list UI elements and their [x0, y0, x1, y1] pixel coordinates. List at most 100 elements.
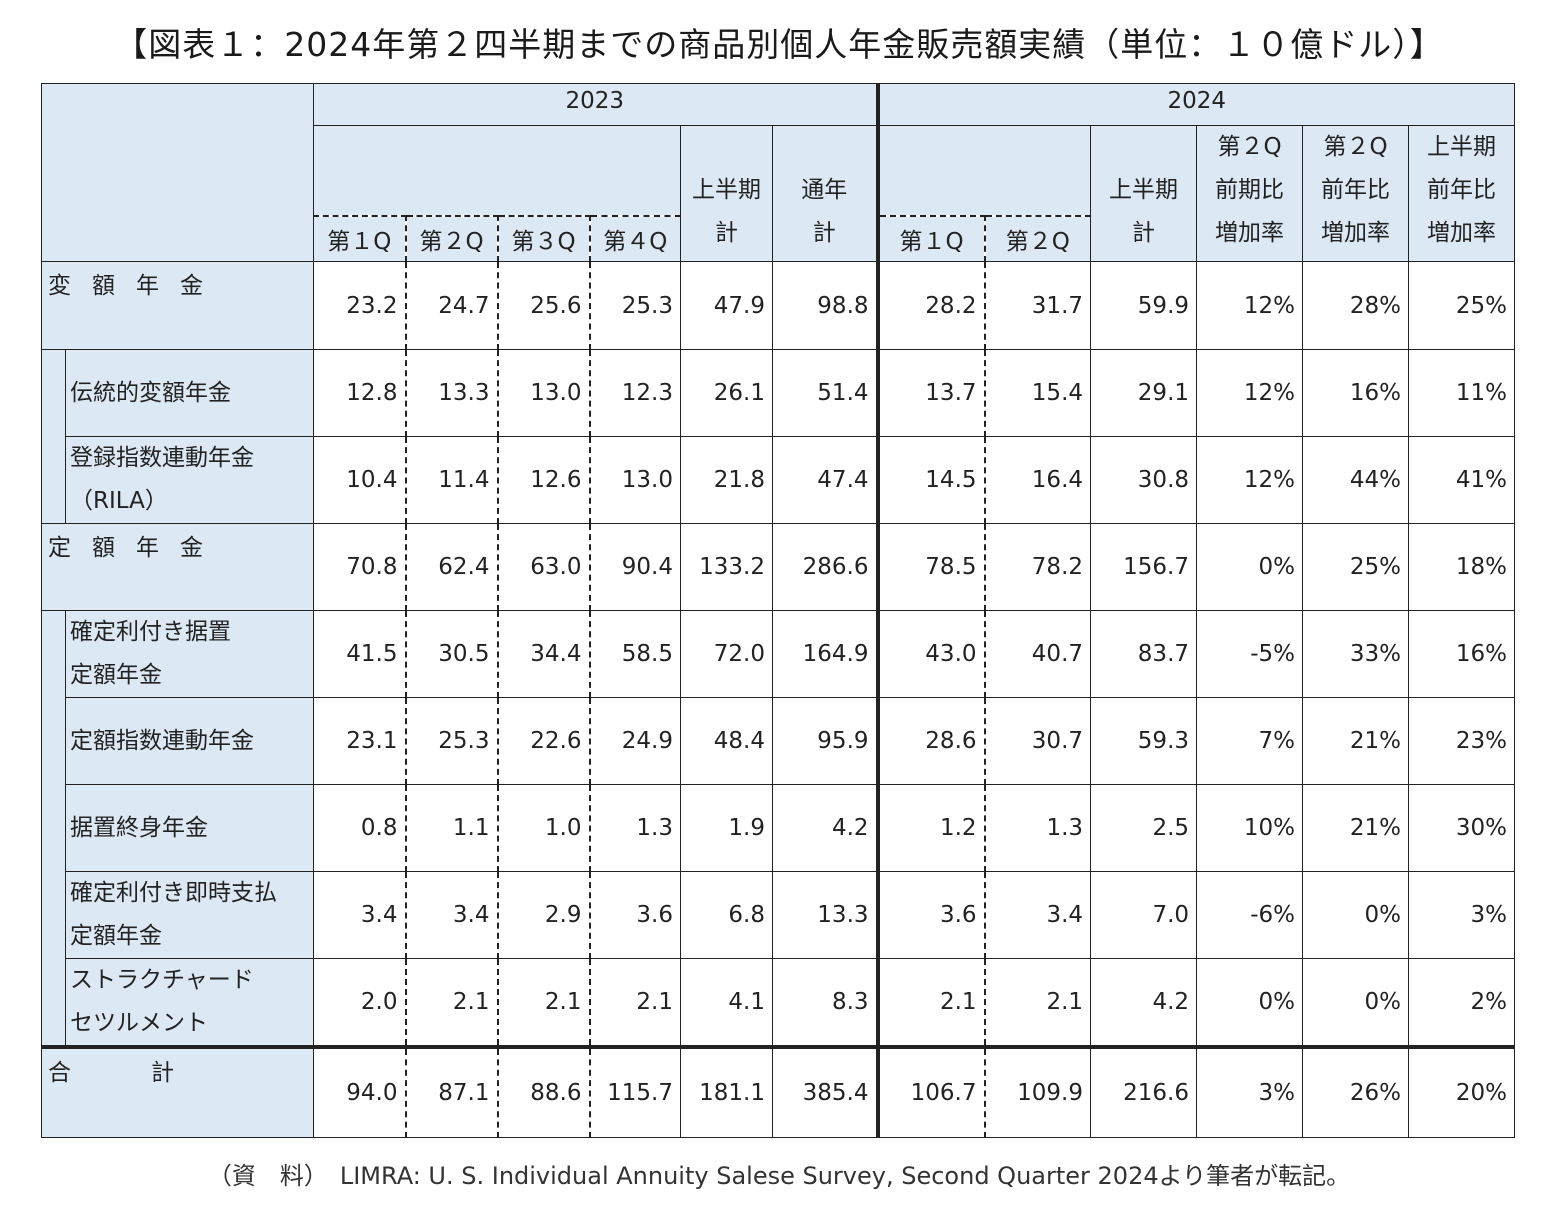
year-2024-header: 2024	[875, 83, 1516, 126]
table-cell: 2.1	[875, 958, 986, 1048]
row-label: 変額年金	[41, 261, 314, 350]
table-cell: 16%	[1302, 349, 1410, 437]
table-row: 定額年金 70.8 62.4 63.0 90.4 133.2 286.6 78.…	[41, 523, 1516, 611]
table-cell: 12%	[1196, 349, 1304, 437]
table-cell: 44%	[1302, 436, 1410, 524]
row-label-line: 確定利付き即時支払	[70, 880, 277, 906]
table-cell: 33%	[1302, 610, 1410, 698]
table-cell: 3%	[1408, 871, 1516, 959]
table-cell: 21%	[1302, 697, 1410, 785]
row-label: 確定利付き据置 定額年金	[65, 610, 314, 698]
table-cell: 25.3	[404, 697, 499, 785]
row-label: ストラクチャード セツルメント	[65, 958, 314, 1048]
table-cell: 12.8	[313, 349, 407, 437]
table-cell: 1.3	[588, 784, 681, 872]
table-cell: 0%	[1196, 523, 1304, 611]
table-cell: 156.7	[1090, 523, 1198, 611]
table-cell: 1.3	[983, 784, 1092, 872]
table-cell: 6.8	[680, 871, 773, 959]
table-cell: 13.0	[588, 436, 681, 524]
table-cell: 2.1	[983, 958, 1092, 1048]
table-cell: 23%	[1408, 697, 1516, 785]
table-cell: 98.8	[771, 261, 879, 350]
table-cell: 0%	[1196, 958, 1304, 1048]
table-cell: 12%	[1196, 436, 1304, 524]
header-q2-qoq: 第２Q 前期比 増加率	[1196, 125, 1304, 262]
table-cell: 164.9	[771, 610, 879, 698]
table-cell: 23.2	[313, 261, 407, 350]
table-cell: 41.5	[313, 610, 407, 698]
table-cell: 2.1	[404, 958, 499, 1048]
table-cell: 24.7	[404, 261, 499, 350]
header-2023-h1-total: 上半期計	[680, 125, 773, 262]
table-cell: 3.6	[588, 871, 681, 959]
table-cell: 26%	[1302, 1045, 1410, 1138]
table-row: 定額指数連動年金 23.1 25.3 22.6 24.9 48.4 95.9 2…	[42, 697, 1516, 785]
table-cell: 62.4	[404, 523, 499, 611]
table-cell: 29.1	[1090, 349, 1198, 437]
table-cell: 1.9	[680, 784, 773, 872]
row-group-stub	[41, 610, 66, 1048]
table-cell: 21%	[1302, 784, 1410, 872]
table-cell: 12%	[1196, 261, 1304, 350]
row-group-stub	[41, 349, 66, 524]
table-cell: 133.2	[680, 523, 773, 611]
table-cell: 30%	[1408, 784, 1516, 872]
table-cell: 1.1	[404, 784, 499, 872]
table-cell: 20%	[1408, 1045, 1516, 1138]
header-label: 増加率	[1215, 220, 1285, 246]
table-cell: 1.2	[875, 784, 986, 872]
table-cell: 28%	[1302, 261, 1410, 350]
table-cell: 4.2	[771, 784, 879, 872]
table-cell: 13.3	[404, 349, 499, 437]
header-label: 計	[1132, 220, 1156, 246]
header-label: 上半期	[1427, 134, 1497, 160]
table-cell: 94.0	[313, 1045, 407, 1138]
chart-title: 【図表１：2024年第２四半期までの商品別個人年金販売額実績（単位：１０億ドル）…	[114, 25, 1444, 64]
table-cell: 30.7	[983, 697, 1092, 785]
table-cell: 26.1	[680, 349, 773, 437]
table-cell: -6%	[1196, 871, 1304, 959]
table-cell: 0%	[1302, 871, 1410, 959]
table-cell: 88.6	[496, 1045, 591, 1138]
annuity-sales-table: 2023 2024 上半期計 通年計 上半期計 第２Q 前期比 増加率 第２Q 前年比…	[41, 83, 1516, 1138]
row-label-line: ストラクチャード	[70, 967, 254, 993]
table-cell: 4.1	[680, 958, 773, 1048]
table-row-total: 合計 94.0 87.1 88.6 115.7 181.1 385.4 106.…	[41, 1045, 1516, 1138]
row-label-line: （RILA）	[70, 488, 168, 514]
header-label: 前年比	[1427, 177, 1497, 203]
table-cell: 286.6	[771, 523, 879, 611]
row-label: 合計	[41, 1045, 314, 1138]
table-cell: 18%	[1408, 523, 1516, 611]
header-2023-q1: 第１Q	[313, 214, 407, 262]
header-2024-quarter-band	[875, 124, 1092, 217]
table-cell: 63.0	[496, 523, 591, 611]
row-label-line: 登録指数連動年金	[70, 445, 254, 471]
table-cell: 21.8	[680, 436, 773, 524]
table-cell: 3.4	[404, 871, 499, 959]
header-q2-yoy: 第２Q 前年比 増加率	[1302, 125, 1410, 262]
header-2024-q1: 第１Q	[875, 214, 986, 262]
table-cell: 4.2	[1090, 958, 1198, 1048]
header-label: 第２Q	[1217, 134, 1282, 160]
table-row: 伝統的変額年金 12.8 13.3 13.0 12.3 26.1 51.4 13…	[41, 349, 1516, 524]
header-2023-quarter-band	[313, 124, 681, 217]
table-cell: 28.2	[875, 261, 986, 350]
header-label: 上半期	[692, 177, 761, 203]
table-cell: 28.6	[875, 697, 986, 785]
header-label: 前年比	[1321, 177, 1391, 203]
table-cell: 41%	[1408, 436, 1516, 524]
row-label: 定額年金	[41, 523, 314, 611]
table-cell: 115.7	[588, 1045, 681, 1138]
table-cell: 3%	[1196, 1045, 1304, 1138]
year-2023-header: 2023	[312, 83, 879, 126]
table-cell: 51.4	[771, 349, 879, 437]
table-cell: 24.9	[588, 697, 681, 785]
row-label-line: セツルメント	[70, 1010, 208, 1036]
table-cell: 25%	[1302, 523, 1410, 611]
header-2024-q2: 第２Q	[983, 214, 1092, 262]
table-cell: 2%	[1408, 958, 1516, 1048]
table-cell: 30.5	[404, 610, 499, 698]
table-cell: 58.5	[588, 610, 681, 698]
table-cell: 106.7	[875, 1045, 986, 1138]
